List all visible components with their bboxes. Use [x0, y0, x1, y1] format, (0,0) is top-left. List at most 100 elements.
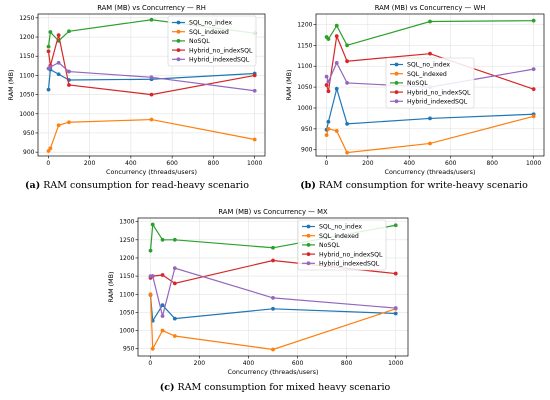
data-point-SQL_indexed: [252, 137, 257, 142]
legend-box: [297, 219, 387, 271]
data-point-Hybrid_indexedSQL: [160, 314, 165, 318]
x-tick-label: 800: [208, 160, 220, 167]
data-point-SQL_no_index: [334, 86, 339, 91]
data-point-Hybrid_indexedSQL: [252, 88, 257, 93]
plot-frame: [37, 13, 266, 157]
data-point-Hybrid_no_indexSQL: [67, 83, 71, 87]
legend-label: Hybrid_indexedSQL: [189, 57, 250, 64]
y-axis-label: RAM (MB): [285, 70, 293, 101]
caption-b: (b) RAM consumption for write-heavy scen…: [280, 180, 548, 191]
data-point-SQL_indexed: [48, 146, 53, 151]
x-tick-label: 400: [404, 160, 416, 167]
legend-label: NoSQL: [189, 38, 210, 45]
legend-swatch-marker: [306, 243, 311, 247]
data-point-Hybrid_no_indexSQL: [334, 34, 339, 39]
legend-swatch-marker: [176, 20, 181, 25]
legend: SQL_no_index SQL_indexed NoSQL Hybrid_no_in…: [297, 219, 387, 271]
y-tick-label: 1100: [297, 63, 312, 70]
data-point-Hybrid_no_indexSQL: [345, 59, 349, 64]
data-point-Hybrid_indexedSQL: [150, 274, 155, 279]
chart-title: RAM (MB) vs Concurrency — RH: [97, 4, 206, 12]
y-tick-label: 1250: [119, 237, 134, 244]
legend-label: SQL_indexed: [319, 233, 359, 240]
legend-label: Hybrid_no_indexSQL: [319, 251, 383, 258]
data-point-Hybrid_no_indexSQL: [56, 33, 61, 38]
legend-swatch-marker: [176, 39, 181, 43]
plot-frame: [315, 13, 545, 157]
x-axis-label: Concurrency (threads/users): [106, 168, 197, 176]
data-point-Hybrid_no_indexSQL: [149, 92, 154, 97]
y-tick-label: 1150: [19, 53, 34, 60]
x-tick-label: 400: [243, 360, 255, 367]
legend-label: Hybrid_indexedSQL: [319, 261, 380, 268]
data-point-SQL_no_index: [428, 116, 432, 121]
legend-label: SQL_no_index: [407, 62, 450, 69]
legend-label: Hybrid_no_indexSQL: [407, 89, 471, 96]
legend-swatch-marker: [306, 261, 311, 266]
legend-label: SQL_no_index: [319, 224, 362, 231]
y-tick-label: 1250: [19, 15, 34, 22]
y-tick-label: 1050: [297, 84, 312, 91]
x-tick-label: 1000: [526, 160, 541, 167]
x-tick-label: 200: [194, 360, 206, 367]
data-point-Hybrid_indexedSQL: [271, 295, 275, 300]
caption-c-tag: (c): [159, 382, 175, 393]
legend-label: SQL_indexed: [189, 29, 229, 36]
x-tick-label: 400: [125, 160, 137, 167]
data-point-Hybrid_no_indexSQL: [46, 49, 51, 54]
series-line-SQL_no_index: [47, 68, 255, 90]
data-point-SQL_indexed: [172, 334, 177, 338]
y-tick-label: 950: [123, 346, 135, 353]
data-point-Hybrid_indexedSQL: [67, 69, 71, 74]
data-point-NoSQL: [334, 23, 339, 28]
legend: SQL_no_index SQL_indexed NoSQL Hybrid_no_in…: [385, 57, 475, 109]
data-point-Hybrid_no_indexSQL: [160, 273, 165, 277]
x-tick-label: 800: [341, 360, 353, 367]
legend-swatch-marker: [394, 71, 399, 76]
x-tick-label: 1000: [388, 360, 403, 367]
y-tick-label: 1100: [119, 291, 134, 298]
legend-swatch-marker: [306, 224, 311, 229]
plot-frame: [137, 217, 409, 357]
data-point-SQL_indexed: [531, 114, 536, 119]
data-point-NoSQL: [67, 29, 71, 34]
legend-label: NoSQL: [407, 80, 428, 87]
data-point-Hybrid_indexedSQL: [56, 60, 61, 65]
x-tick-label: 0: [324, 160, 328, 167]
data-point-SQL_no_index: [56, 72, 61, 77]
data-point-SQL_no_index: [160, 303, 165, 308]
chart-mx: 0 200 400 600 800 1000 950 1000 1050 1100 1150 1200…: [107, 208, 409, 376]
legend-swatch-marker: [176, 48, 181, 52]
legend-label: Hybrid_indexedSQL: [407, 99, 468, 106]
data-point-SQL_no_index: [345, 121, 349, 126]
y-tick-label: 900: [23, 149, 35, 156]
x-tick-label: 200: [84, 160, 96, 167]
x-tick-label: 200: [362, 160, 374, 167]
data-point-SQL_no_index: [46, 87, 51, 92]
data-point-SQL_indexed: [150, 346, 155, 351]
legend-label: SQL_indexed: [407, 71, 447, 78]
data-point-SQL_indexed: [67, 120, 71, 125]
data-point-Hybrid_no_indexSQL: [271, 258, 275, 263]
chart-wh: 0 200 400 600 800 1000 900 950 1000 1050 1100 1150 1…: [285, 4, 545, 176]
legend-label: NoSQL: [319, 242, 340, 249]
legend-swatch-marker: [394, 62, 399, 67]
data-point-NoSQL: [271, 245, 275, 250]
y-tick-label: 950: [23, 130, 35, 137]
caption-b-tag: (b): [300, 180, 316, 191]
data-point-Hybrid_no_indexSQL: [326, 89, 331, 94]
data-point-SQL_indexed: [148, 292, 153, 297]
x-tick-label: 1000: [247, 160, 262, 167]
data-point-NoSQL: [160, 237, 165, 242]
data-point-Hybrid_no_indexSQL: [172, 281, 177, 286]
data-point-Hybrid_no_indexSQL: [252, 73, 257, 78]
data-point-NoSQL: [150, 222, 155, 227]
x-tick-label: 0: [148, 360, 152, 367]
data-point-Hybrid_indexedSQL: [326, 79, 331, 84]
legend: SQL_no_index SQL_indexed NoSQL Hybrid_no_in…: [167, 15, 257, 67]
x-tick-label: 800: [486, 160, 498, 167]
legend-swatch-marker: [306, 233, 311, 238]
data-point-Hybrid_indexedSQL: [345, 81, 349, 85]
y-tick-label: 1050: [19, 92, 34, 99]
series-line-SQL_indexed: [149, 294, 396, 351]
